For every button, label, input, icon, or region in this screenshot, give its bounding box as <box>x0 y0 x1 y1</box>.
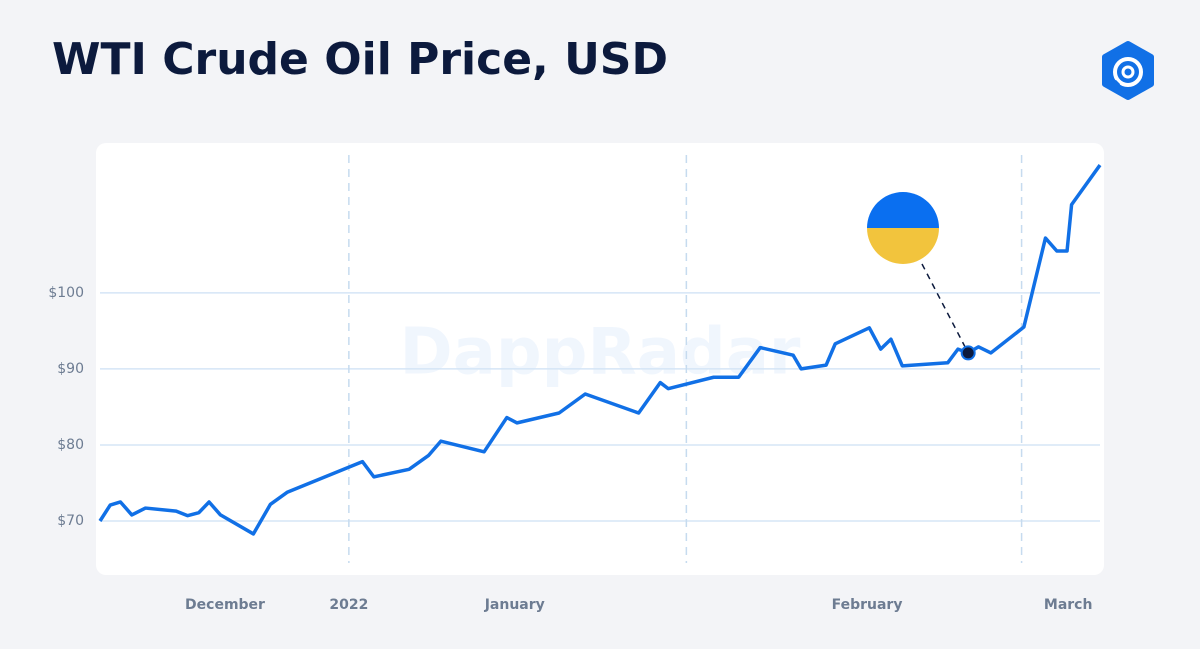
logo <box>1102 41 1154 100</box>
watermark: DappRadar <box>400 316 801 390</box>
y-tick-label: $90 <box>57 361 84 377</box>
x-tick-label: February <box>832 597 903 613</box>
annotation-flag <box>867 192 939 264</box>
x-tick-label: January <box>484 597 545 613</box>
x-tick-label: 2022 <box>329 597 368 613</box>
highlight-point <box>960 345 976 361</box>
x-tick-label: March <box>1044 597 1093 613</box>
chart-title: WTI Crude Oil Price, USD <box>52 34 668 85</box>
y-tick-label: $100 <box>48 285 84 301</box>
annotation-connector <box>921 263 969 354</box>
y-tick-label: $70 <box>57 513 84 529</box>
y-tick-label: $80 <box>57 437 84 453</box>
x-tick-label: December <box>185 597 265 613</box>
